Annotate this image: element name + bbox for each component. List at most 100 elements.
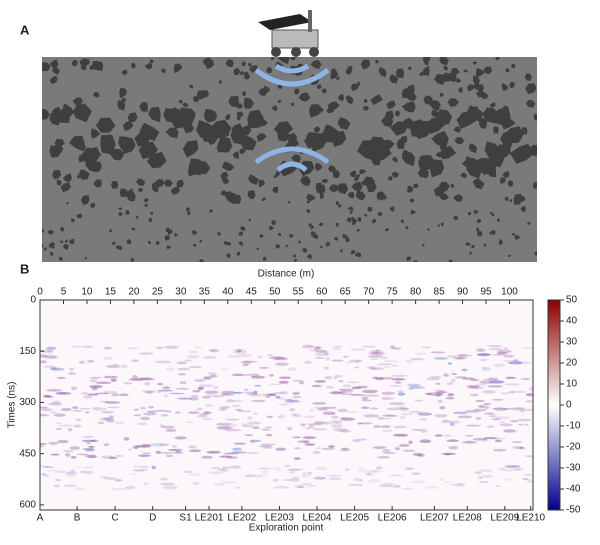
- reflection: [104, 477, 117, 480]
- reflection: [288, 408, 296, 412]
- rock: [453, 194, 463, 202]
- reflection: [204, 390, 219, 394]
- reflection: [75, 487, 85, 491]
- reflection: [416, 454, 426, 457]
- rock: [90, 128, 101, 139]
- rock: [488, 150, 503, 166]
- reflection: [503, 429, 516, 433]
- reflection: [221, 390, 236, 395]
- reflection: [101, 455, 113, 459]
- rock: [302, 247, 308, 253]
- reflection: [129, 377, 145, 381]
- reflection: [222, 393, 229, 396]
- reflection: [288, 471, 296, 474]
- reflection: [287, 367, 298, 371]
- colorbar-tick-label: 50: [566, 295, 578, 306]
- rock: [139, 102, 148, 112]
- reflection: [108, 456, 118, 460]
- reflection: [288, 478, 300, 482]
- reflection: [278, 414, 286, 418]
- reflection: [68, 367, 75, 371]
- rock: [310, 139, 316, 146]
- y-tick-label: 600: [19, 500, 36, 511]
- reflection: [106, 364, 122, 369]
- rock: [238, 231, 243, 236]
- reflection: [391, 364, 399, 367]
- reflection: [148, 406, 155, 409]
- reflection: [265, 433, 273, 437]
- reflection: [295, 468, 306, 470]
- rock: [527, 221, 531, 225]
- rock: [336, 76, 340, 81]
- rock: [320, 245, 323, 249]
- reflection: [140, 416, 151, 421]
- rock: [381, 116, 394, 128]
- reflection: [104, 401, 121, 404]
- reflection: [111, 487, 128, 491]
- reflection: [497, 349, 512, 354]
- reflection: [304, 360, 312, 364]
- reflection: [75, 418, 82, 421]
- reflection: [50, 411, 57, 414]
- reflection: [491, 380, 503, 383]
- rock: [493, 126, 499, 134]
- rock: [316, 84, 322, 89]
- reflection: [157, 382, 164, 386]
- reflection: [466, 385, 480, 388]
- reflection: [53, 484, 61, 488]
- reflection: [103, 346, 112, 350]
- rock: [108, 229, 113, 233]
- reflection: [474, 471, 483, 475]
- reflection: [208, 471, 223, 475]
- rock: [507, 180, 514, 187]
- reflection: [248, 373, 260, 377]
- reflection: [187, 411, 200, 415]
- rock: [467, 212, 472, 216]
- reflection: [125, 485, 136, 490]
- rock: [306, 193, 316, 201]
- rock: [266, 67, 273, 74]
- rock: [49, 251, 54, 257]
- reflection: [102, 356, 114, 360]
- rock: [466, 159, 483, 179]
- reflection: [132, 445, 139, 449]
- x-tick-label: 100: [501, 287, 518, 298]
- reflection: [55, 422, 62, 424]
- reflection: [492, 399, 504, 401]
- x-axis-title: Distance (m): [258, 269, 315, 280]
- reflection: [508, 361, 523, 365]
- rock: [452, 215, 459, 221]
- reflection: [457, 353, 468, 358]
- rock: [419, 72, 425, 76]
- reflection: [60, 407, 72, 412]
- reflection: [386, 414, 399, 417]
- rock: [465, 242, 471, 246]
- reflection: [433, 389, 445, 392]
- exploration-label: LE206: [378, 513, 407, 524]
- reflection: [351, 386, 362, 390]
- reflection: [162, 485, 178, 490]
- reflection: [394, 381, 402, 384]
- reflection: [72, 409, 83, 412]
- reflection: [139, 352, 154, 355]
- reflection: [237, 353, 252, 357]
- reflection: [192, 389, 200, 393]
- reflection: [433, 356, 448, 360]
- reflection: [210, 348, 220, 353]
- reflection: [438, 477, 445, 481]
- rock: [363, 214, 368, 217]
- y-tick-label: 450: [19, 448, 36, 459]
- reflection: [219, 469, 230, 472]
- reflection: [512, 359, 520, 363]
- rock: [42, 108, 51, 120]
- reflection: [84, 411, 90, 414]
- rock: [63, 244, 69, 250]
- reflection: [368, 351, 380, 355]
- rock: [60, 226, 65, 232]
- rock: [289, 233, 294, 238]
- reflection: [232, 391, 243, 394]
- rock: [354, 176, 359, 182]
- reflection: [265, 395, 271, 398]
- rock: [363, 99, 368, 103]
- reflection: [350, 393, 365, 396]
